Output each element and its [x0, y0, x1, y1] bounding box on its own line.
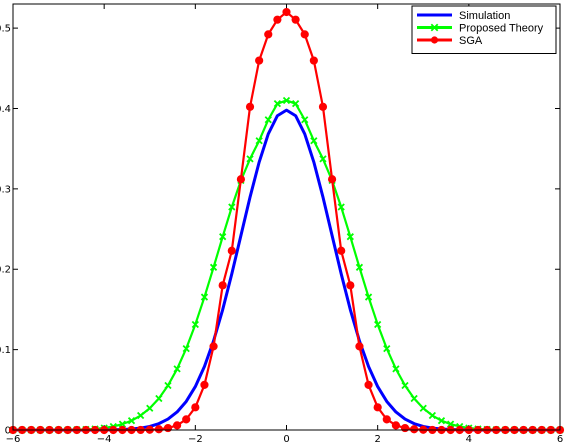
- data-point: [191, 403, 200, 412]
- y-tick-label: 0.4: [0, 104, 11, 115]
- data-point: [337, 203, 345, 211]
- data-point: [245, 102, 255, 111]
- data-point: [164, 381, 172, 390]
- legend-marker: [430, 23, 439, 32]
- data-point: [200, 380, 209, 390]
- data-point: [182, 415, 191, 424]
- data-point: [173, 365, 181, 373]
- data-point: [163, 423, 173, 433]
- data-point: [300, 30, 309, 39]
- legend-entry: SGA: [417, 35, 483, 47]
- data-point: [264, 30, 273, 39]
- data-point: [373, 403, 382, 412]
- data-point: [327, 175, 337, 184]
- data-point: [282, 7, 291, 17]
- data-point: [301, 116, 309, 124]
- data-point: [374, 320, 382, 329]
- data-point: [264, 116, 272, 124]
- data-point: [227, 246, 236, 255]
- y-tick-label: 0.5: [0, 24, 11, 35]
- legend-entry: Simulation: [417, 10, 510, 22]
- series-sga: [8, 7, 565, 435]
- data-point: [346, 281, 355, 290]
- x-axis-ticks: −6 −4 −2 0 2 4 6: [6, 4, 563, 444]
- data-point: [428, 411, 437, 420]
- data-point: [291, 15, 300, 24]
- data-point: [154, 425, 163, 434]
- data-point: [209, 263, 218, 271]
- series-layer: [8, 7, 565, 435]
- data-point: [182, 344, 190, 353]
- data-point: [337, 246, 346, 255]
- data-point: [410, 425, 419, 434]
- y-tick-label: 0.1: [0, 345, 11, 356]
- data-point: [400, 423, 410, 433]
- data-point: [255, 56, 264, 65]
- x-tick-label: 6: [557, 434, 563, 444]
- data-point: [318, 102, 328, 111]
- legend-entry: Proposed Theory: [417, 23, 544, 35]
- legend-marker: [430, 36, 439, 44]
- data-point: [391, 421, 400, 430]
- data-point: [392, 365, 400, 373]
- data-point: [364, 293, 373, 301]
- series-line: [13, 99, 560, 432]
- data-point: [346, 233, 354, 241]
- x-tick-label: −2: [188, 434, 203, 444]
- data-point: [191, 320, 199, 329]
- data-point: [355, 263, 364, 271]
- data-point: [255, 137, 263, 145]
- y-tick-label: 0.3: [0, 184, 11, 195]
- data-point: [364, 380, 373, 390]
- data-point: [200, 293, 209, 301]
- series-simulation: [13, 108, 560, 432]
- data-point: [319, 155, 327, 163]
- x-tick-label: 0: [283, 434, 289, 444]
- data-point: [382, 415, 391, 424]
- legend-label: SGA: [459, 35, 483, 47]
- data-point: [246, 155, 254, 163]
- data-point: [218, 281, 227, 290]
- data-point: [273, 100, 282, 108]
- data-point: [146, 404, 154, 412]
- series-line: [13, 10, 560, 432]
- x-tick-label: 2: [374, 434, 380, 444]
- data-point: [309, 56, 318, 65]
- x-tick-label: 4: [466, 434, 472, 444]
- data-point: [236, 175, 246, 184]
- data-point: [446, 420, 455, 428]
- data-point: [310, 137, 318, 145]
- data-point: [173, 421, 182, 430]
- series-line: [13, 108, 560, 432]
- data-point: [282, 96, 291, 105]
- data-point: [136, 411, 145, 420]
- data-point: [291, 100, 300, 108]
- y-tick-label: 0.2: [0, 265, 11, 276]
- data-point: [155, 394, 163, 403]
- series-proposed-theory: [9, 96, 564, 434]
- data-point: [419, 404, 427, 412]
- legend-label: Simulation: [459, 10, 510, 22]
- data-point: [410, 394, 418, 403]
- data-point: [118, 420, 127, 428]
- data-point: [383, 344, 391, 353]
- data-point: [355, 342, 364, 351]
- data-point: [127, 417, 136, 425]
- legend-label: Proposed Theory: [459, 23, 544, 35]
- x-tick-label: −4: [97, 434, 112, 444]
- data-point: [273, 15, 282, 24]
- y-tick-label: 0: [5, 426, 11, 437]
- data-point: [228, 203, 236, 211]
- data-point: [209, 342, 218, 351]
- data-point: [437, 417, 446, 425]
- x-tick-label: −6: [6, 434, 21, 444]
- data-point: [401, 381, 409, 390]
- data-point: [219, 233, 227, 241]
- y-axis-ticks: 0 0.1 0.2 0.3 0.4 0.5: [0, 24, 560, 437]
- plot-frame: [12, 3, 561, 431]
